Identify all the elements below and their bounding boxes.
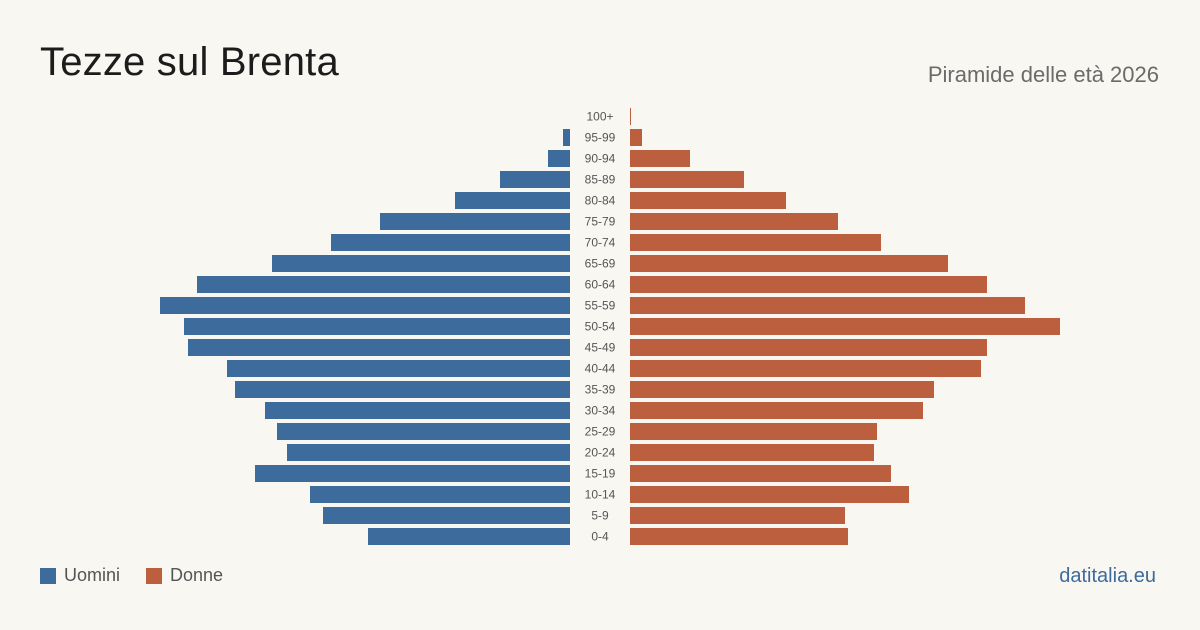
age-label-30-34: 30-34	[585, 404, 616, 418]
bar-women-20-24	[630, 444, 874, 461]
bar-women-65-69	[630, 255, 948, 272]
age-label-50-54: 50-54	[585, 320, 616, 334]
bar-men-70-74	[331, 234, 570, 251]
age-label-60-64: 60-64	[585, 278, 616, 292]
age-label-100+: 100+	[586, 110, 613, 124]
bar-men-50-54	[184, 318, 570, 335]
bar-women-5-9	[630, 507, 845, 524]
bar-women-45-49	[630, 339, 987, 356]
bar-men-60-64	[197, 276, 570, 293]
bar-men-65-69	[272, 255, 570, 272]
bar-women-75-79	[630, 213, 838, 230]
bar-men-45-49	[188, 339, 570, 356]
bar-men-25-29	[277, 423, 570, 440]
bar-men-30-34	[265, 402, 570, 419]
age-label-55-59: 55-59	[585, 299, 616, 313]
bar-women-70-74	[630, 234, 881, 251]
bar-men-0-4	[368, 528, 570, 545]
bar-men-15-19	[255, 465, 570, 482]
age-label-0-4: 0-4	[591, 530, 609, 544]
age-label-20-24: 20-24	[585, 446, 616, 460]
page-title: Tezze sul Brenta	[40, 40, 339, 84]
bar-men-80-84	[455, 192, 570, 209]
legend-item-women: Donne	[146, 565, 223, 586]
bar-women-95-99	[630, 129, 642, 146]
bar-women-10-14	[630, 486, 909, 503]
bar-men-95-99	[563, 129, 570, 146]
chart-legend: Uomini Donne	[40, 565, 249, 586]
age-label-40-44: 40-44	[585, 362, 616, 376]
age-label-80-84: 80-84	[585, 194, 616, 208]
bar-men-35-39	[235, 381, 570, 398]
bar-women-100+	[630, 108, 631, 125]
bar-men-55-59	[160, 297, 570, 314]
bar-women-85-89	[630, 171, 744, 188]
bar-women-25-29	[630, 423, 877, 440]
age-label-10-14: 10-14	[585, 488, 616, 502]
age-label-45-49: 45-49	[585, 341, 616, 355]
chart-subtitle: Piramide delle età 2026	[927, 62, 1159, 87]
bar-women-60-64	[630, 276, 987, 293]
age-label-15-19: 15-19	[585, 467, 616, 481]
age-label-90-94: 90-94	[585, 152, 616, 166]
age-label-85-89: 85-89	[585, 173, 616, 187]
legend-swatch-women	[146, 567, 163, 584]
bar-men-90-94	[548, 150, 570, 167]
bar-women-15-19	[630, 465, 891, 482]
legend-item-men: Uomini	[40, 565, 120, 586]
bar-men-40-44	[227, 360, 570, 377]
brand-link[interactable]: datitalia.eu	[1059, 565, 1156, 587]
bar-women-30-34	[630, 402, 923, 419]
bar-women-0-4	[630, 528, 848, 545]
age-label-5-9: 5-9	[591, 509, 609, 523]
age-label-75-79: 75-79	[585, 215, 616, 229]
legend-label-men: Uomini	[64, 565, 121, 585]
bar-women-35-39	[630, 381, 934, 398]
legend-swatch-men	[40, 567, 56, 584]
bar-men-20-24	[287, 444, 570, 461]
age-label-25-29: 25-29	[585, 425, 616, 439]
bar-women-50-54	[630, 318, 1060, 335]
age-label-70-74: 70-74	[585, 236, 616, 250]
age-label-65-69: 65-69	[585, 257, 616, 271]
legend-label-women: Donne	[170, 565, 224, 585]
bar-women-80-84	[630, 192, 786, 209]
bar-men-85-89	[500, 171, 570, 188]
bar-men-75-79	[380, 213, 570, 230]
bar-women-40-44	[630, 360, 981, 377]
age-label-35-39: 35-39	[585, 383, 616, 397]
age-label-95-99: 95-99	[585, 131, 616, 145]
bar-women-55-59	[630, 297, 1025, 314]
bar-women-90-94	[630, 150, 690, 167]
bar-men-5-9	[323, 507, 570, 524]
bar-men-10-14	[310, 486, 570, 503]
